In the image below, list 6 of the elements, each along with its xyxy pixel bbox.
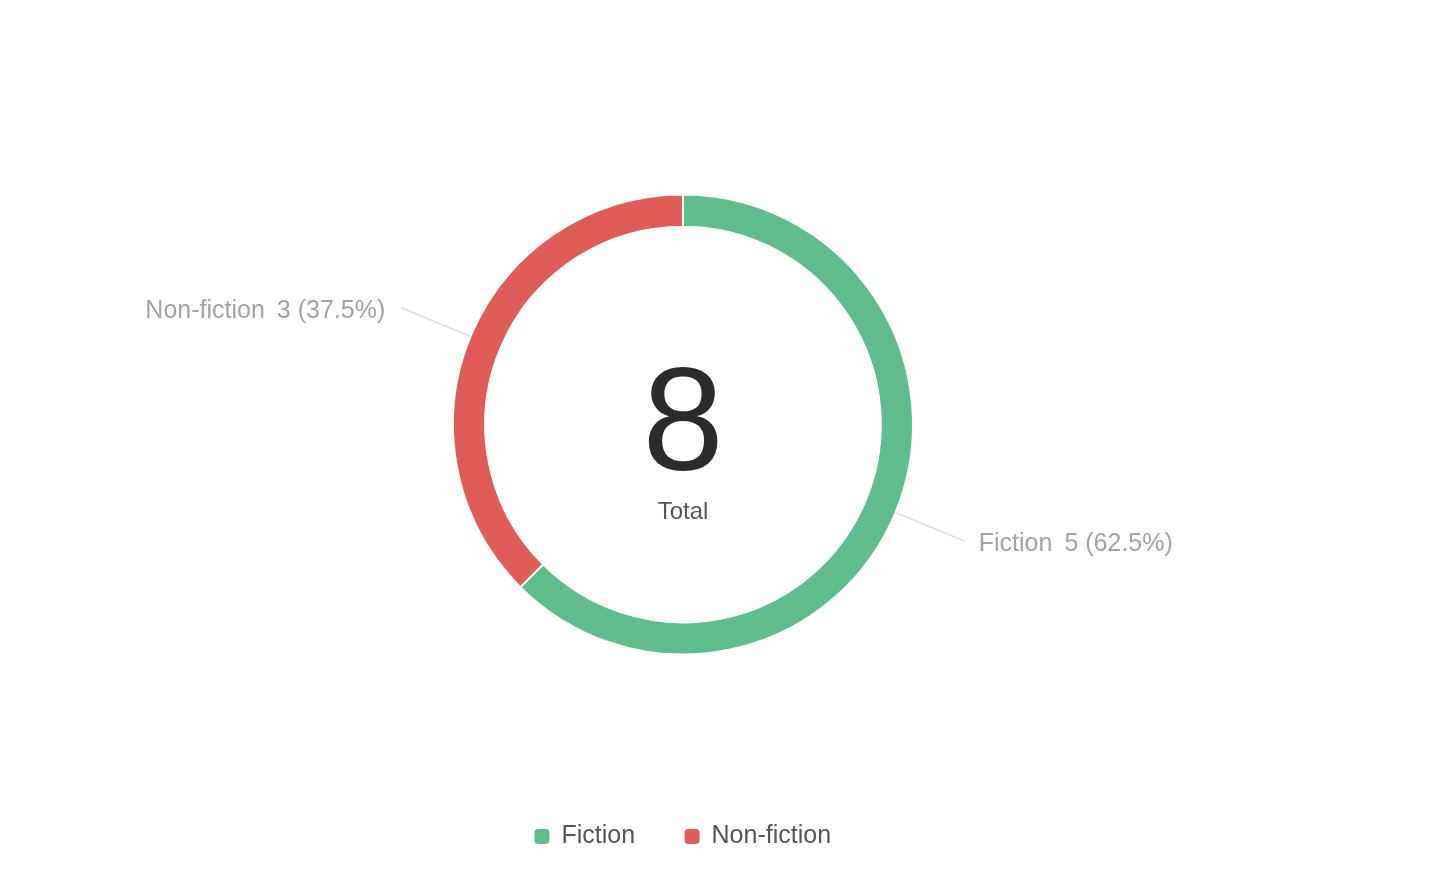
slice-label: Fiction (978, 528, 1053, 557)
data-label: 3 (37.5%) (276, 294, 386, 323)
legend-label: Fiction (561, 820, 636, 849)
slice-label: Non-fiction (145, 294, 265, 323)
data-label: 5 (62.5%) (1064, 528, 1173, 557)
legend-label: Non-fiction (711, 820, 832, 849)
